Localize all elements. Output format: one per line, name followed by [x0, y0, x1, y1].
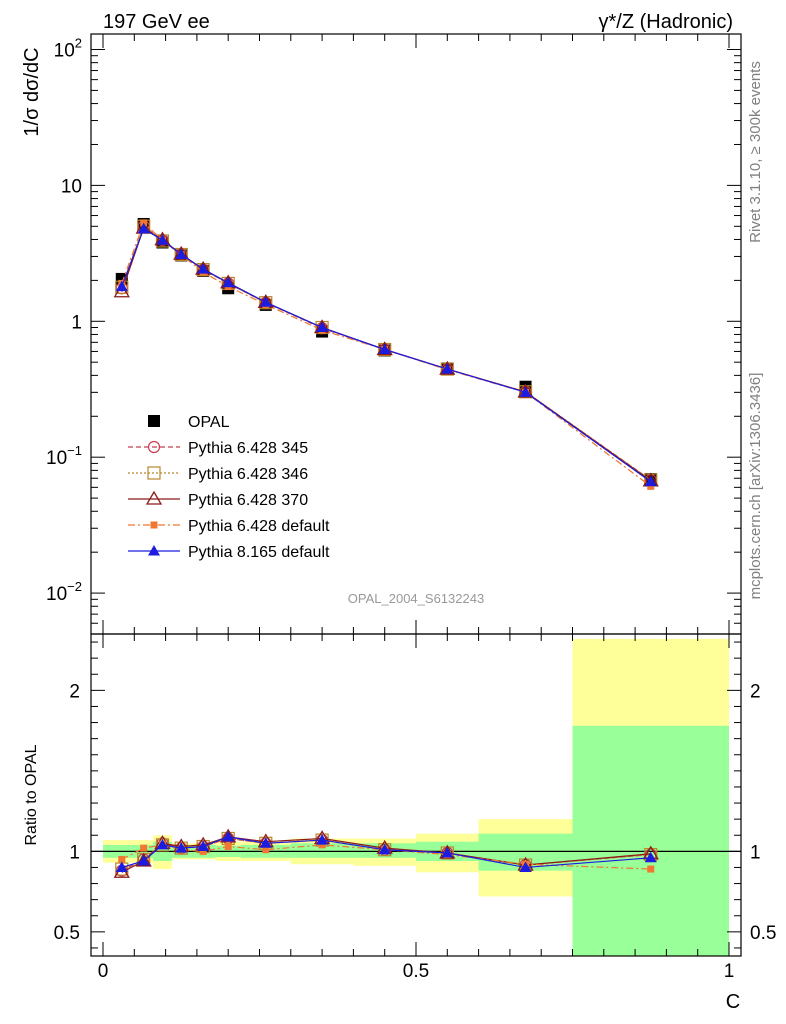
- main-data-point: [197, 263, 210, 274]
- plot-title-right: γ*/Z (Hadronic): [599, 11, 733, 33]
- ratio-y-axis-label: Ratio to OPAL: [23, 744, 40, 845]
- ratio-series-4: [115, 830, 657, 872]
- plot-title-left: 197 GeV ee: [103, 11, 210, 33]
- x-tick-label: 0: [98, 961, 109, 982]
- x-tick-label: 0.5: [403, 961, 429, 982]
- main-data-point: [316, 321, 329, 333]
- main-y-axis-label: 1/σ dσ/dC: [21, 47, 43, 136]
- ratio-data-point: [647, 865, 655, 873]
- legend-marker: [148, 415, 160, 427]
- ratio-data-point: [378, 843, 391, 855]
- x-tick-label: 1: [724, 961, 735, 982]
- ratio-y-tick-label: 1: [69, 842, 80, 863]
- ratio-data-point: [175, 842, 188, 853]
- main-data-point: [115, 280, 128, 292]
- legend: OPAL Pythia 6.428 345 Pythia 6.428 346 Pyth…: [128, 414, 330, 561]
- ratio-data-point: [224, 843, 232, 851]
- main-data-point: [644, 475, 657, 487]
- legend-marker: [148, 545, 160, 556]
- ratio-data-point: [262, 846, 270, 854]
- main-y-tick-label: 1: [71, 312, 82, 333]
- ratio-data-point: [197, 840, 210, 852]
- ratio-data-point: [115, 861, 128, 872]
- rivet-version-label: Rivet 3.1.10, ≥ 300k events: [747, 61, 764, 243]
- legend-marker: [147, 466, 161, 480]
- ratio-data-point: [118, 855, 126, 863]
- ratio-stat-uncertainty-band: [290, 843, 354, 858]
- ratio-data-point: [222, 830, 235, 842]
- main-y-tick-label: 10−2: [46, 579, 82, 605]
- ratio-data-point: [441, 846, 454, 858]
- main-y-tick-label: 10−1: [46, 443, 82, 469]
- legend-marker: [145, 490, 163, 505]
- ratio-y-tick-label-right: 1: [750, 842, 761, 863]
- main-data-point: [519, 386, 532, 397]
- legend-label: Pythia 8.165 default: [188, 544, 330, 561]
- main-panel: 10−2 10−1 1 10 102 1/σ dσ/dC OPAL_2004_S6132…: [21, 33, 742, 635]
- main-y-tick-label: 10: [61, 176, 82, 197]
- ratio-data-point: [644, 851, 657, 863]
- x-axis-label: C: [726, 991, 740, 1013]
- legend-marker: [147, 440, 161, 454]
- ratio-data-point: [519, 861, 532, 872]
- ratio-y-tick-label: 0.5: [54, 923, 80, 944]
- ratio-data-point: [199, 847, 207, 855]
- ratio-data-point: [137, 855, 150, 866]
- main-data-point: [137, 222, 150, 234]
- ratio-data-point: [220, 828, 237, 843]
- legend-label: OPAL: [188, 414, 230, 431]
- main-series-line: [121, 227, 652, 483]
- ratio-y-tick-label-right: 0.5: [750, 923, 776, 944]
- legend-label: Pythia 6.428 346: [188, 466, 308, 483]
- legend-label: Pythia 6.428 345: [188, 440, 308, 457]
- main-y-tick-label: 102: [54, 35, 82, 61]
- ratio-panel: 0.5 0.5 1 1 2 2 0 0.5 1 Ratio to OPAL C: [23, 633, 776, 1013]
- main-data-point: [222, 276, 235, 288]
- ratio-stat-uncertainty-band: [572, 725, 729, 956]
- main-data-point: [156, 234, 169, 245]
- ratio-data-point: [140, 844, 148, 852]
- ratio-y-tick-label: 2: [69, 681, 80, 702]
- main-data-point: [378, 343, 391, 355]
- ratio-data-point: [316, 834, 329, 845]
- main-data-point: [259, 296, 272, 307]
- analysis-id-label: OPAL_2004_S6132243: [348, 591, 484, 606]
- ratio-data-point: [259, 837, 272, 848]
- legend-label: Pythia 6.428 default: [188, 518, 330, 535]
- ratio-data-point: [135, 852, 152, 867]
- main-data-point: [441, 363, 454, 374]
- legend-marker: [150, 521, 158, 529]
- main-data-point: [175, 248, 188, 260]
- main-series-5: [115, 222, 657, 487]
- main-data-point: [647, 482, 655, 490]
- mcplots-label: mcplots.cern.ch [arXiv:1306.3436]: [747, 373, 764, 600]
- ratio-data-point: [156, 838, 169, 850]
- ratio-data-point: [318, 841, 326, 849]
- legend-label: Pythia 6.428 370: [188, 492, 308, 509]
- ratio-y-tick-label-right: 2: [750, 681, 761, 702]
